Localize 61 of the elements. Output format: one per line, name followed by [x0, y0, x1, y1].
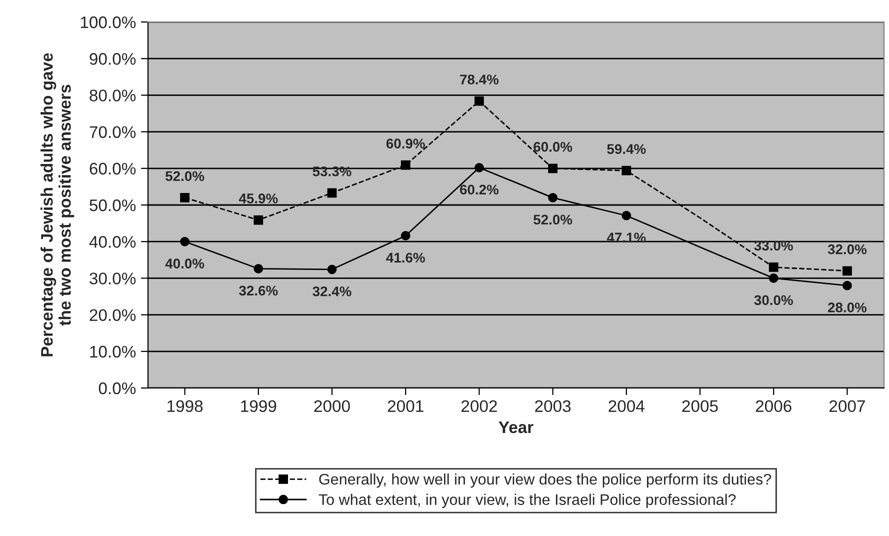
data-label: 59.4%	[607, 144, 646, 154]
x-tick-label: 2007	[830, 400, 865, 412]
data-label: 60.9%	[386, 138, 425, 148]
point	[400, 160, 410, 170]
y-tick-label: 80.0%	[90, 90, 136, 102]
point	[842, 266, 852, 276]
data-label: 41.6%	[386, 252, 425, 263]
point	[180, 192, 190, 202]
data-label: 45.9%	[238, 194, 278, 204]
y-tick-label: 60.0%	[90, 162, 136, 175]
data-label: 30.0%	[754, 295, 793, 306]
data-label: 33.0%	[754, 240, 793, 251]
legend-label: Generally, how well in your view does the police perform its duties?	[319, 473, 772, 488]
y-tick-label: 40.0%	[89, 236, 136, 248]
point	[254, 264, 264, 274]
y-tick-label: 100.0%	[80, 16, 136, 28]
point	[474, 162, 484, 172]
y-tick-label: 20.0%	[90, 309, 136, 322]
point	[622, 210, 632, 220]
data-label: 40.0%	[165, 258, 204, 268]
point	[768, 262, 778, 272]
point	[327, 188, 337, 198]
x-tick-label: 2001	[388, 400, 424, 412]
point	[400, 231, 410, 240]
data-label: 47.1%	[606, 232, 646, 242]
legend-label: To what extent, in your view, is the Israeli Police professional?	[318, 494, 736, 508]
point	[842, 280, 852, 290]
x-tick-label: 2005	[682, 400, 718, 412]
x-tick-label: 2002	[462, 400, 497, 412]
x-tick-label: 1998	[168, 400, 203, 412]
point	[474, 96, 484, 106]
data-label: 60.2%	[460, 184, 499, 195]
data-label: 53.3%	[312, 166, 352, 176]
x-tick-label: 2003	[535, 400, 571, 412]
y-axis-title: Percentage of Jewish adults who gave the two most positive answers	[40, 53, 74, 356]
point	[768, 274, 778, 283]
data-label: 52.0%	[166, 171, 204, 182]
data-label: 52.0%	[534, 214, 572, 225]
y-tick-label: 50.0%	[90, 199, 136, 212]
x-tick-label: 2000	[314, 400, 350, 412]
x-tick-label: 2004	[608, 400, 644, 412]
y-tick-label: 10.0%	[90, 346, 136, 358]
y-tick-label: 90.0%	[90, 53, 136, 65]
x-tick-label: 2006	[756, 400, 792, 412]
point	[180, 236, 190, 246]
data-label: 32.0%	[828, 244, 867, 254]
data-label: 32.4%	[312, 286, 352, 296]
point	[327, 264, 337, 274]
y-tick-label: 0.0%	[98, 382, 136, 394]
point	[548, 192, 558, 202]
point	[254, 215, 264, 225]
point	[622, 166, 632, 176]
y-tick-label: 30.0%	[90, 272, 136, 284]
x-tick-label: 1999	[241, 400, 276, 412]
data-label: 60.0%	[534, 142, 572, 152]
data-label: 32.6%	[239, 286, 278, 296]
x-axis-title: Year	[498, 422, 534, 434]
data-label: 28.0%	[828, 302, 867, 312]
point	[548, 164, 558, 174]
y-tick-label: 70.0%	[90, 126, 136, 138]
data-label: 78.4%	[460, 74, 499, 84]
